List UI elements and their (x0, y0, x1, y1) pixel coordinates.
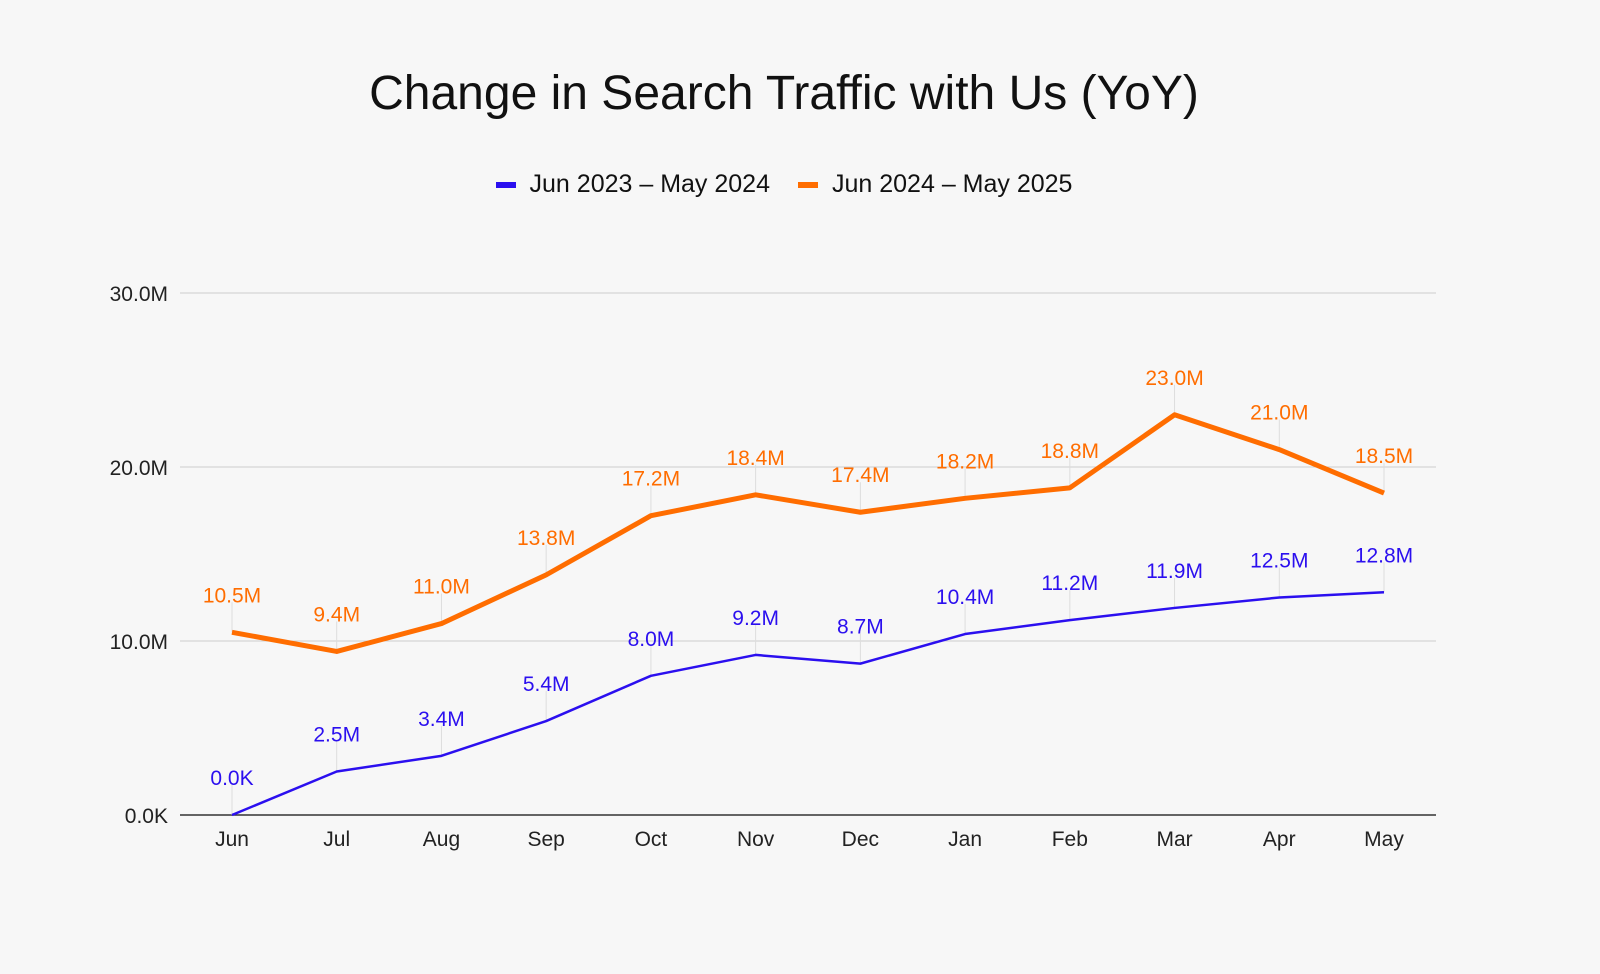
data-label: 8.0M (628, 628, 675, 651)
data-label: 12.8M (1355, 544, 1413, 567)
y-tick-label: 30.0M (110, 283, 168, 306)
x-tick-label: Jan (948, 828, 982, 851)
chart-title: Change in Search Traffic with Us (YoY) (369, 67, 1199, 120)
x-tick-label: Sep (527, 828, 564, 851)
data-label: 11.2M (1041, 572, 1098, 595)
x-tick-label: Aug (423, 828, 460, 851)
x-tick-label: Oct (635, 828, 668, 851)
x-tick-label: Nov (737, 828, 775, 851)
data-label: 17.4M (831, 464, 889, 487)
x-tick-label: Jul (323, 828, 350, 851)
data-label: 8.7M (837, 616, 884, 639)
data-label: 5.4M (523, 673, 570, 696)
data-label: 2.5M (313, 724, 360, 747)
series-line-1 (231, 591, 1385, 817)
y-tick-label: 10.0M (110, 631, 168, 654)
y-tick-label: 20.0M (110, 457, 168, 480)
legend: Jun 2023 – May 2024 Jun 2024 – May 2025 (0, 170, 1568, 199)
data-label: 11.9M (1146, 560, 1203, 583)
legend-label: Jun 2023 – May 2024 (529, 170, 770, 198)
data-label: 18.5M (1355, 445, 1413, 468)
data-label: 18.4M (726, 447, 784, 470)
data-label: 3.4M (418, 708, 465, 731)
data-label: 18.2M (936, 450, 994, 473)
x-tick-label: Apr (1263, 828, 1296, 851)
data-label: 9.2M (732, 607, 779, 630)
data-label: 9.4M (313, 603, 360, 626)
legend-swatch (798, 181, 818, 188)
series-line-2 (231, 412, 1385, 654)
data-label: 10.4M (936, 586, 994, 609)
x-tick-label: Mar (1156, 828, 1192, 851)
data-label: 23.0M (1145, 367, 1203, 390)
x-tick-label: May (1364, 828, 1404, 851)
data-label: 13.8M (517, 527, 575, 550)
x-tick-label: Jun (215, 828, 249, 851)
y-tick-label: 0.0K (125, 805, 168, 828)
legend-item-series-1[interactable]: Jun 2023 – May 2024 (495, 170, 770, 199)
legend-label: Jun 2024 – May 2025 (832, 170, 1073, 198)
data-label: 11.0M (413, 576, 470, 599)
data-label: 21.0M (1250, 402, 1308, 425)
x-tick-label: Dec (842, 828, 879, 851)
legend-item-series-2[interactable]: Jun 2024 – May 2025 (798, 170, 1072, 199)
legend-swatch (495, 181, 516, 188)
x-tick-label: Feb (1052, 828, 1088, 851)
data-label: 17.2M (622, 468, 680, 491)
data-label: 18.8M (1041, 440, 1099, 463)
data-label: 0.0K (210, 767, 253, 790)
data-label: 12.5M (1250, 550, 1308, 573)
data-label: 10.5M (203, 584, 261, 607)
